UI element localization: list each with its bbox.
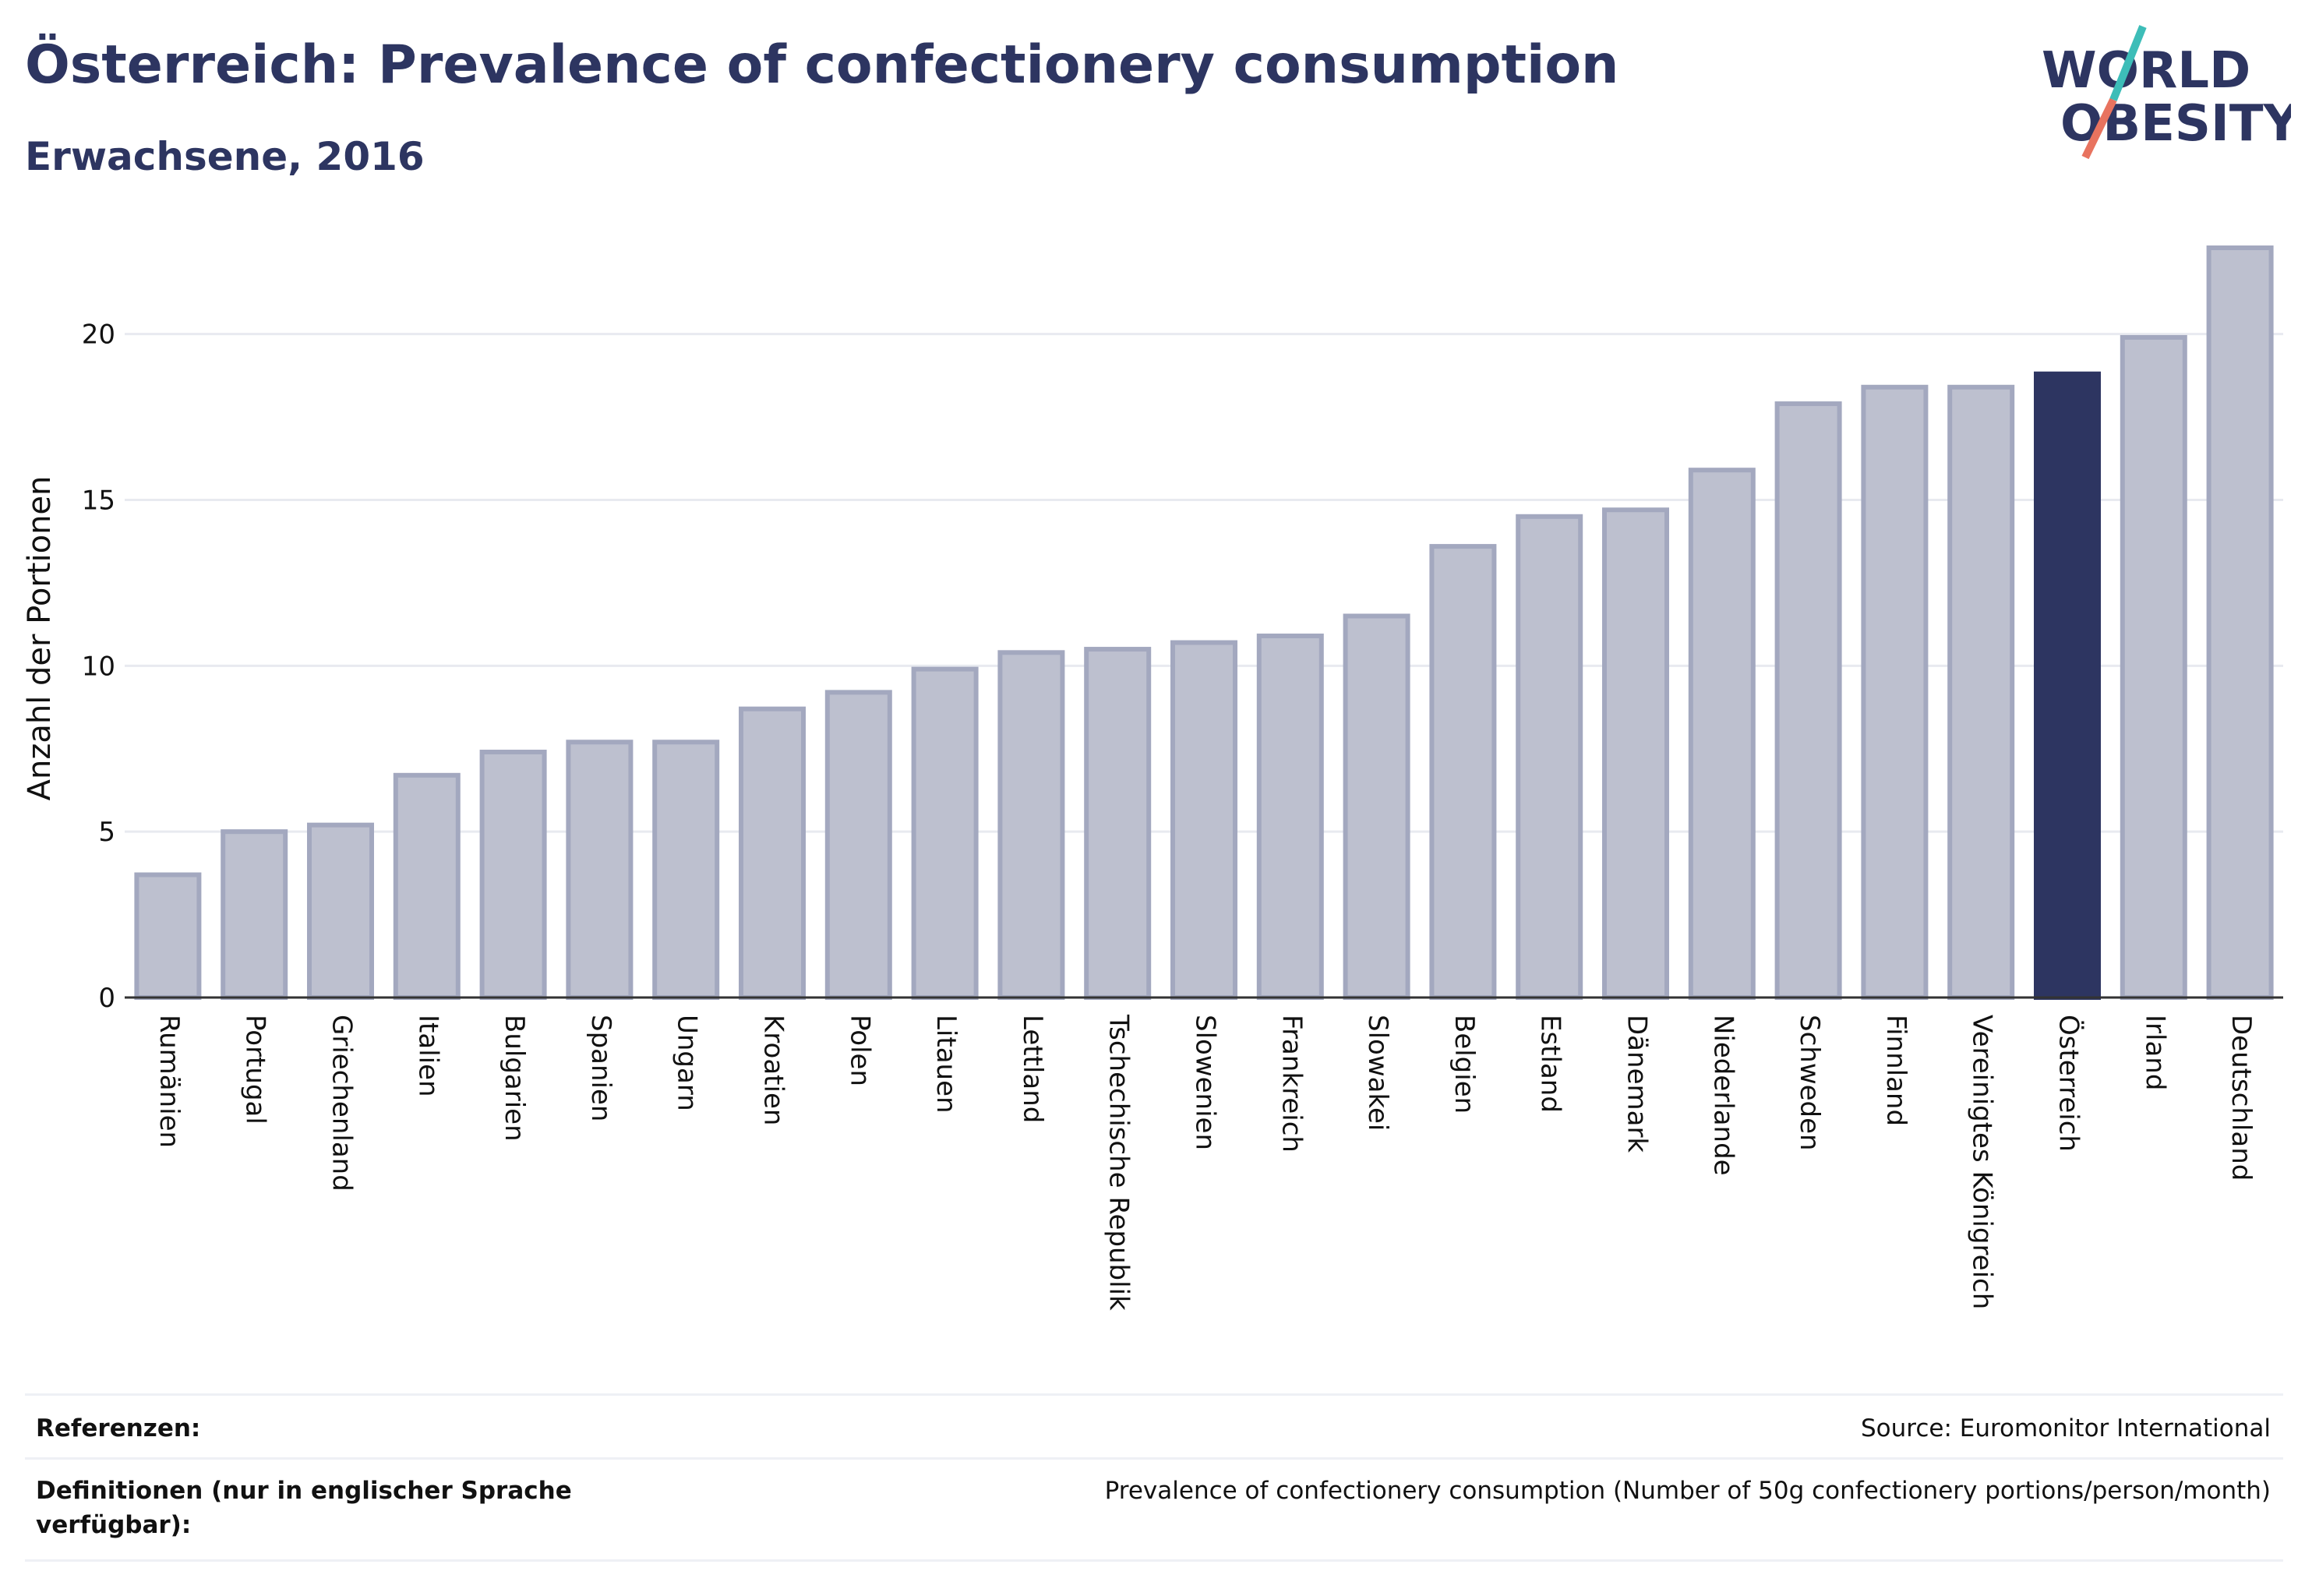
bar[interactable] bbox=[393, 772, 461, 1000]
references-row: Referenzen: Source: Euromonitor Internat… bbox=[25, 1393, 2283, 1460]
bar[interactable] bbox=[1429, 544, 1497, 1000]
chart-title: Österreich: Prevalence of confectionery … bbox=[25, 34, 1619, 96]
category-label: Portugal bbox=[240, 1015, 271, 1125]
definitions-label: Definitionen (nur in englischer Sprache … bbox=[36, 1477, 572, 1539]
bar[interactable] bbox=[2206, 245, 2274, 1000]
category-label: Dänemark bbox=[1622, 1015, 1653, 1153]
bar[interactable] bbox=[134, 872, 202, 1000]
bar[interactable] bbox=[739, 706, 806, 1000]
bar[interactable] bbox=[997, 650, 1065, 1001]
chart-subtitle: Erwachsene, 2016 bbox=[25, 134, 425, 179]
bar[interactable] bbox=[1084, 647, 1152, 1000]
category-label: Litauen bbox=[930, 1015, 962, 1114]
y-tick-label: 5 bbox=[98, 817, 115, 848]
bar[interactable] bbox=[1516, 514, 1583, 1000]
category-label: Belgien bbox=[1449, 1015, 1480, 1114]
bar[interactable] bbox=[1688, 468, 1756, 1000]
definitions-row: Definitionen (nur in englischer Sprache … bbox=[25, 1457, 2283, 1562]
category-label: Österreich bbox=[2053, 1015, 2085, 1152]
category-label: Slowenien bbox=[1190, 1015, 1221, 1150]
category-label: Rumänien bbox=[154, 1015, 185, 1148]
references-label: Referenzen: bbox=[36, 1414, 201, 1442]
category-label: Bulgarien bbox=[499, 1015, 530, 1142]
references-value: Source: Euromonitor International bbox=[1860, 1414, 2271, 1442]
category-label: Tschechische Republik bbox=[1103, 1014, 1135, 1311]
category-label: Italien bbox=[412, 1015, 443, 1097]
logo-slash-coral bbox=[2081, 97, 2117, 160]
bar[interactable] bbox=[479, 750, 547, 1000]
bar[interactable] bbox=[1774, 401, 1842, 1000]
bar[interactable] bbox=[566, 740, 634, 1000]
bar[interactable] bbox=[1947, 384, 2015, 1000]
category-labels: Rumänien Portugal Griechenland Italien Bulga… bbox=[154, 1014, 2257, 1311]
category-label: Irland bbox=[2139, 1015, 2170, 1090]
y-axis-title: Anzahl der Portionen bbox=[22, 476, 58, 801]
y-tick-labels: 0 5 10 15 20 bbox=[82, 320, 115, 1014]
category-label: Niederlande bbox=[1707, 1015, 1738, 1176]
logo-line1: WORLD bbox=[2042, 42, 2250, 100]
bar[interactable] bbox=[911, 666, 979, 1000]
bar[interactable] bbox=[307, 822, 374, 1001]
world-obesity-logo: WORLD OBESITY bbox=[2042, 25, 2291, 160]
bar[interactable] bbox=[1256, 634, 1324, 1000]
category-label: Frankreich bbox=[1276, 1015, 1307, 1153]
y-tick-label: 15 bbox=[82, 486, 115, 517]
category-label: Estland bbox=[1535, 1015, 1566, 1113]
bar-chart: 0 5 10 15 20 Rumänien Portugal Griechenland Ita… bbox=[22, 245, 2283, 1311]
definitions-value: Prevalence of confectionery consumption … bbox=[1104, 1477, 2271, 1505]
category-label: Lettland bbox=[1017, 1015, 1048, 1123]
category-label: Finnland bbox=[1880, 1015, 1911, 1126]
category-label: Polen bbox=[844, 1015, 875, 1086]
bar[interactable] bbox=[824, 690, 892, 1001]
category-label: Spanien bbox=[585, 1015, 616, 1121]
bar[interactable] bbox=[221, 829, 288, 1000]
category-label: Griechenland bbox=[327, 1015, 358, 1192]
category-label: Slowakei bbox=[1362, 1015, 1393, 1131]
y-tick-label: 20 bbox=[82, 320, 115, 351]
y-tick-label: 0 bbox=[98, 983, 115, 1014]
category-label: Deutschland bbox=[2226, 1015, 2257, 1181]
y-tick-label: 10 bbox=[82, 651, 115, 682]
logo-slash-teal bbox=[2109, 25, 2147, 101]
bars bbox=[134, 245, 2274, 1001]
bar[interactable] bbox=[652, 740, 720, 1000]
bar[interactable] bbox=[1602, 507, 1669, 1000]
footer: Referenzen: Source: Euromonitor Internat… bbox=[25, 1393, 2283, 1562]
category-label: Ungarn bbox=[672, 1015, 703, 1111]
category-label: Kroatien bbox=[758, 1015, 789, 1125]
bar-highlighted[interactable] bbox=[2034, 371, 2101, 1000]
bar[interactable] bbox=[1343, 613, 1410, 1001]
category-label: Schweden bbox=[1794, 1015, 1825, 1151]
category-label: Vereinigtes Königreich bbox=[1967, 1015, 1998, 1309]
bar[interactable] bbox=[1861, 384, 1929, 1000]
bar[interactable] bbox=[2120, 334, 2187, 1000]
bar[interactable] bbox=[1170, 640, 1237, 1000]
